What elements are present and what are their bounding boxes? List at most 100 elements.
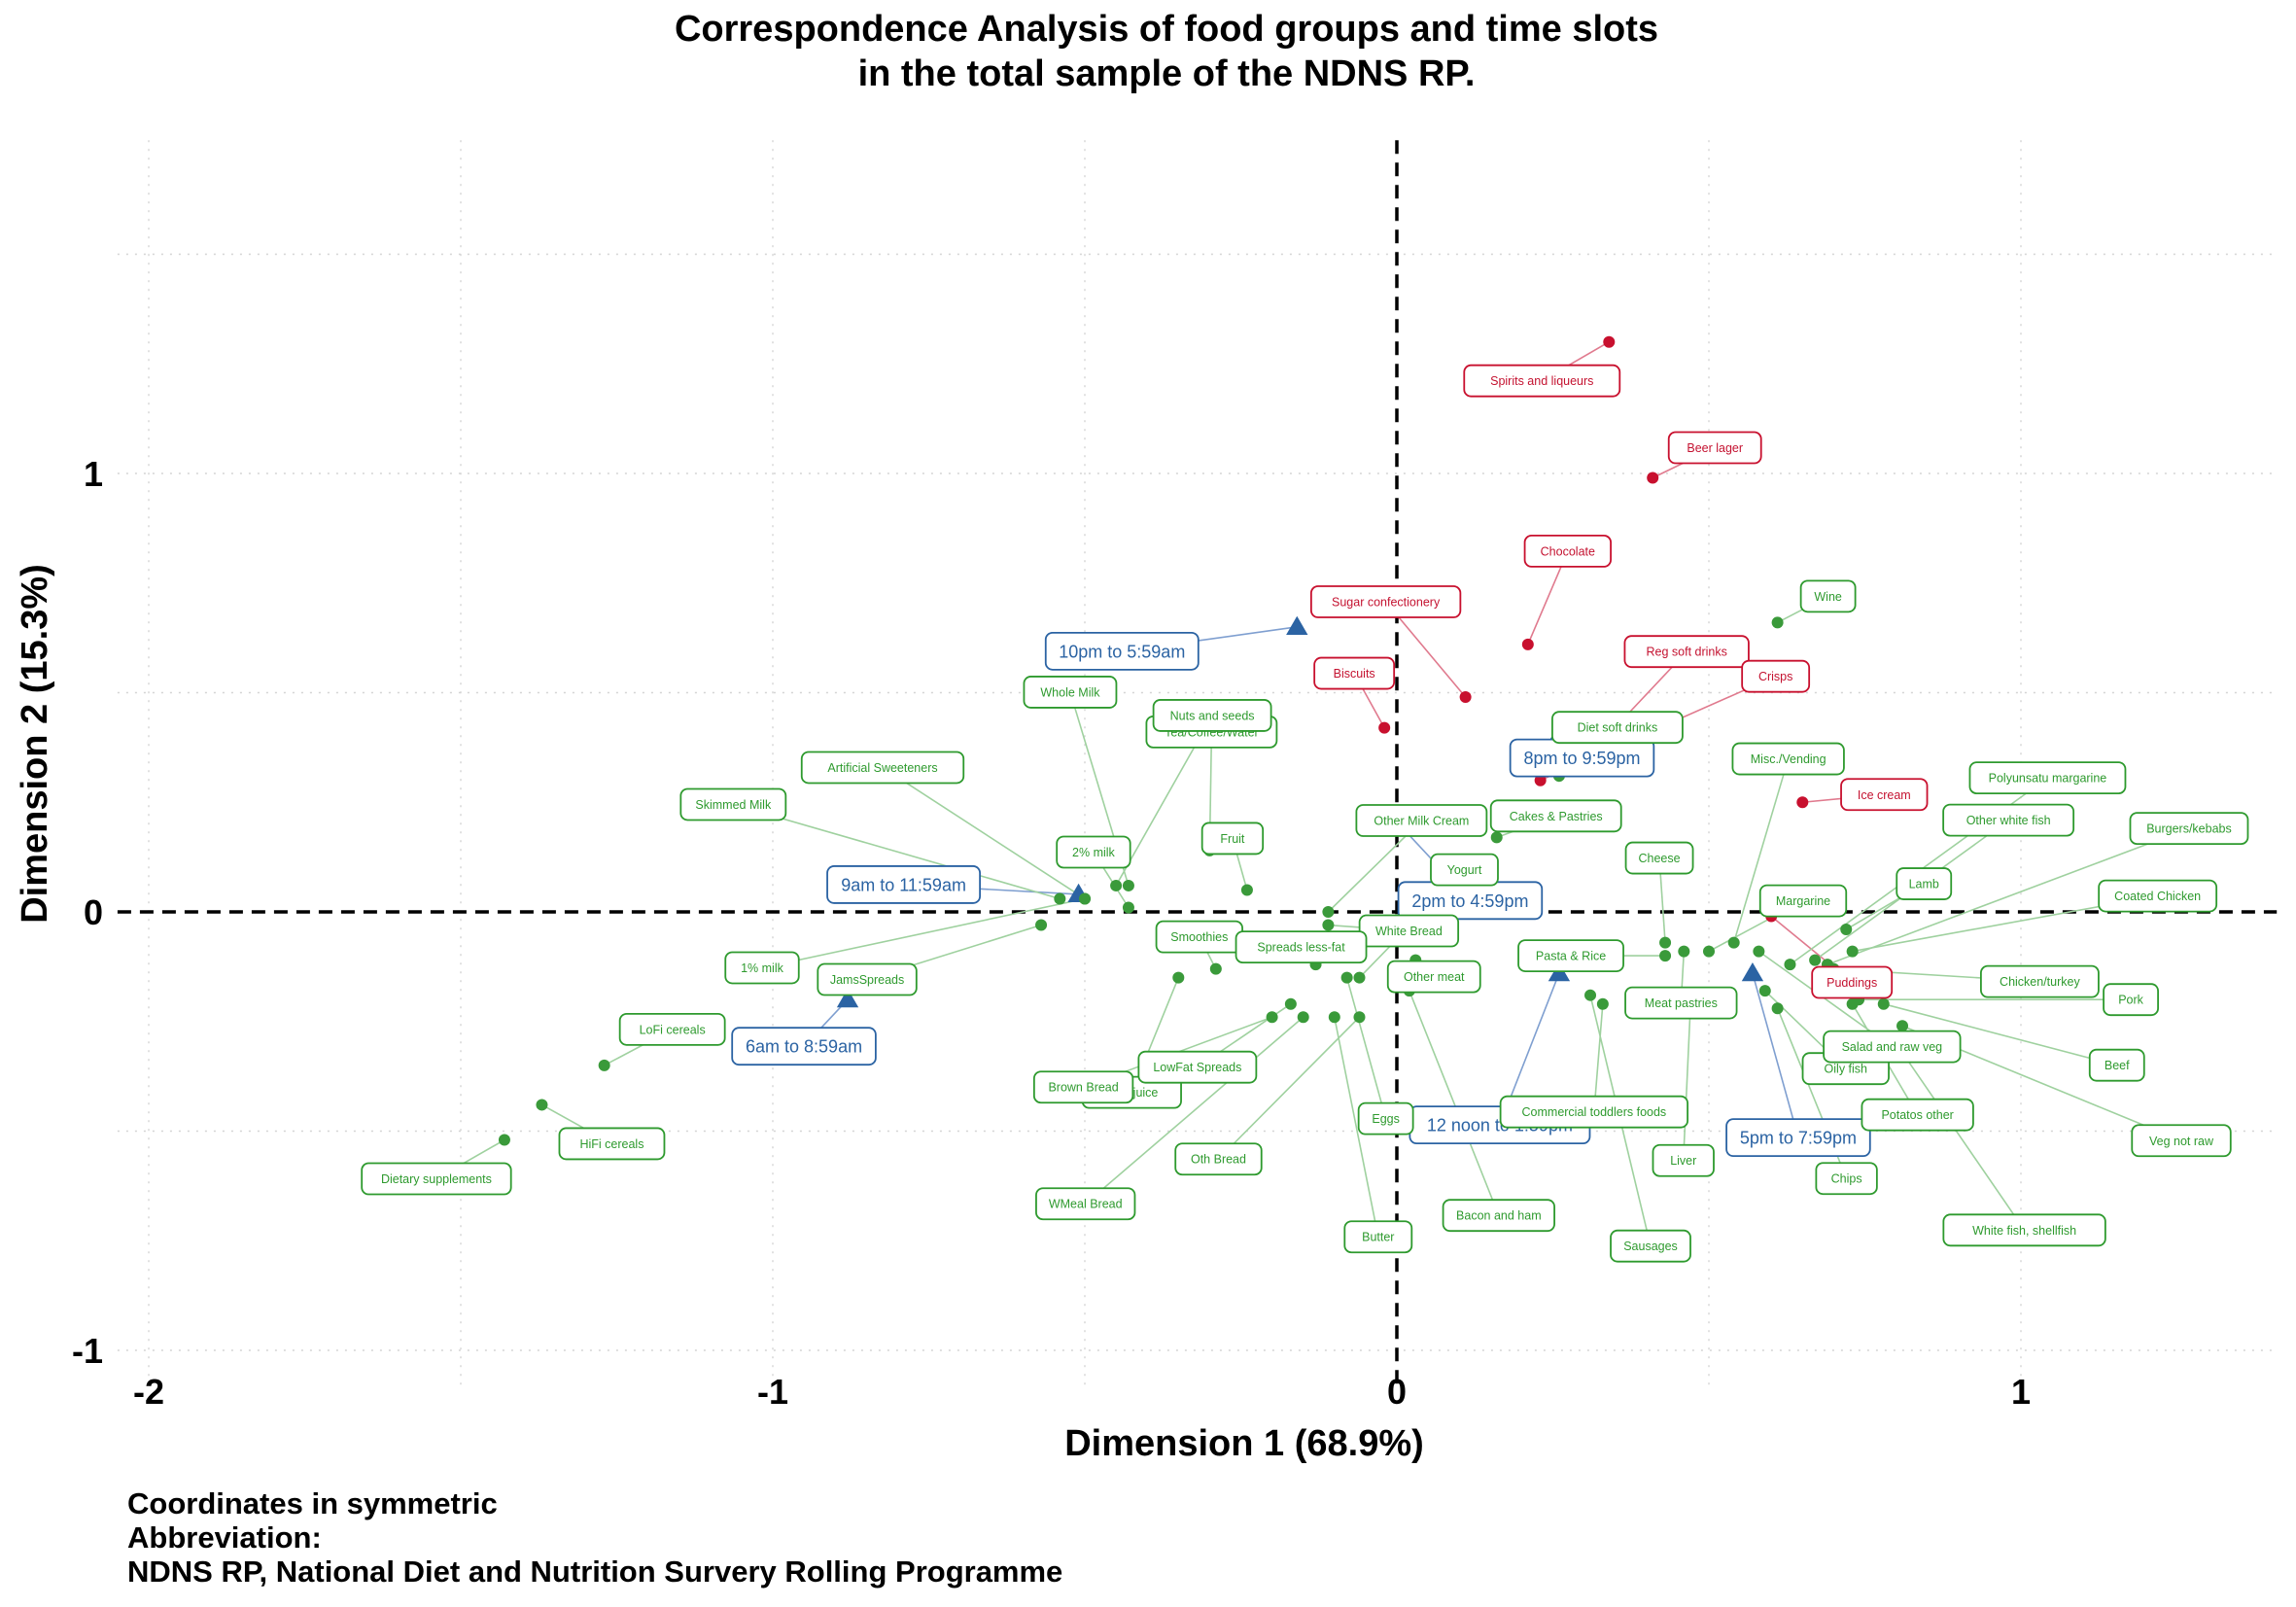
highlighted-food-label: Chocolate — [1523, 534, 1612, 568]
food-group-marker — [1209, 962, 1222, 975]
food-group-marker — [1584, 989, 1597, 1001]
label-text: Meat pastries — [1645, 996, 1718, 1010]
label-connector — [1752, 972, 1799, 1138]
food-group-marker — [1353, 1011, 1366, 1024]
label-box — [1463, 364, 1621, 398]
label-text: White fish, shellfish — [1972, 1224, 2076, 1238]
food-group-label: Yogurt — [1430, 853, 1499, 887]
caption-line-2: Abbreviation: — [127, 1520, 322, 1555]
label-text: Ice cream — [1858, 788, 1911, 802]
food-group-label: Beef — [2088, 1048, 2145, 1082]
food-group-marker — [1054, 892, 1066, 905]
food-group-label: Other Milk Cream — [1355, 804, 1488, 837]
food-group-label: Potatos other — [1861, 1098, 1974, 1132]
food-group-label: Pasta & Rice — [1517, 939, 1624, 972]
label-box — [361, 1162, 512, 1196]
label-text: Spreads less-fat — [1257, 941, 1345, 955]
label-box — [1980, 964, 2100, 998]
label-text: Lamb — [1909, 878, 1939, 891]
label-text: Reg soft drinks — [1646, 646, 1726, 659]
highlighted-food-label: Crisps — [1741, 659, 1811, 693]
label-box — [1652, 1143, 1715, 1177]
food-group-marker — [1753, 945, 1765, 958]
label-connector — [1217, 1016, 1361, 1160]
food-group-label: Nuts and seeds — [1152, 699, 1272, 732]
label-box — [1667, 431, 1762, 465]
label-text: 5pm to 7:59pm — [1740, 1129, 1857, 1148]
highlighted-food-label: Spirits and liqueurs — [1463, 364, 1621, 398]
label-box — [826, 865, 981, 904]
label-box — [1624, 986, 1738, 1020]
food-group-marker — [1110, 879, 1123, 891]
x-tick-label: 0 — [1387, 1372, 1407, 1412]
label-connector — [1682, 1012, 1691, 1161]
label-box — [1499, 1095, 1689, 1129]
label-box — [618, 1012, 726, 1046]
time-slot-label: 9am to 11:59am — [826, 865, 981, 904]
food-group-marker — [598, 1059, 610, 1071]
food-group-label: White Bread — [1358, 914, 1460, 948]
food-group-label: White fish, shellfish — [1942, 1213, 2106, 1247]
food-group-label: Other white fish — [1942, 803, 2075, 837]
y-tick-label: 0 — [84, 892, 103, 932]
food-group-label: Dietary supplements — [361, 1162, 512, 1196]
grid-lines — [117, 140, 2278, 1386]
highlighted-food-label: Beer lager — [1667, 431, 1762, 465]
food-group-marker — [1297, 1011, 1309, 1024]
label-text: Other Milk Cream — [1374, 815, 1469, 828]
label-box — [1551, 711, 1684, 745]
caption-line-3: NDNS RP, National Diet and Nutrition Sur… — [127, 1555, 1062, 1589]
food-group-label: Misc./Vending — [1731, 742, 1845, 776]
food-group-label: Margarine — [1758, 884, 1848, 918]
food-group-label: Fruit — [1200, 821, 1265, 856]
food-group-label: JamsSpreads — [817, 962, 918, 996]
chart-title-line-1: Correspondence Analysis of food groups a… — [675, 9, 1658, 50]
label-box — [1489, 799, 1622, 833]
food-group-marker — [1328, 1011, 1340, 1024]
x-tick-label: -2 — [133, 1372, 164, 1412]
label-connector — [882, 766, 1086, 900]
label-text: Whole Milk — [1040, 685, 1100, 699]
food-group-label: Commercial toddlers foods — [1499, 1095, 1689, 1129]
food-group-label: Pork — [2103, 983, 2159, 1017]
food-group-label: Spreads less-fat — [1235, 930, 1368, 964]
food-group-marker — [1659, 936, 1672, 949]
time-slot-marker — [1741, 961, 1764, 982]
label-box — [1861, 1098, 1974, 1132]
x-tick-label: -1 — [757, 1372, 788, 1412]
food-group-label: 2% milk — [1056, 835, 1131, 869]
food-group-marker — [1284, 997, 1297, 1010]
food-group-label: Salad and raw veg — [1823, 1030, 1962, 1064]
highlighted-food-marker — [1603, 335, 1616, 348]
label-connector — [1345, 977, 1387, 1119]
food-group-marker — [498, 1134, 510, 1146]
time-slot-label: 10pm to 5:59am — [1044, 631, 1200, 671]
food-group-marker — [1678, 945, 1690, 958]
food-group-marker — [1877, 997, 1890, 1010]
label-box — [1823, 1030, 1962, 1064]
highlighted-food-marker — [1459, 691, 1472, 704]
y-tick-label: -1 — [72, 1331, 103, 1371]
label-box — [1200, 821, 1265, 856]
label-box — [1023, 676, 1118, 709]
food-group-label: Oth Bread — [1174, 1142, 1263, 1176]
label-text: 9am to 11:59am — [841, 875, 966, 894]
label-text: Puddings — [1826, 976, 1877, 990]
highlighted-food-marker — [1647, 472, 1659, 484]
label-text: White Bread — [1375, 925, 1443, 938]
label-text: Smoothies — [1170, 930, 1228, 944]
food-group-label: Whole Milk — [1023, 676, 1118, 709]
label-box — [1517, 939, 1624, 972]
label-box — [1741, 659, 1811, 693]
label-connector — [733, 803, 1061, 900]
label-text: Liver — [1670, 1154, 1696, 1168]
food-group-marker — [1771, 616, 1784, 629]
food-group-marker — [1266, 1011, 1278, 1024]
highlighted-food-label: Ice cream — [1840, 778, 1929, 812]
time-slot-label: 6am to 8:59am — [731, 1027, 877, 1066]
label-text: Pork — [2118, 994, 2143, 1007]
food-group-marker — [1322, 919, 1335, 931]
x-axis-title: Dimension 1 (68.9%) — [1064, 1423, 1424, 1464]
label-box — [1357, 1101, 1414, 1135]
